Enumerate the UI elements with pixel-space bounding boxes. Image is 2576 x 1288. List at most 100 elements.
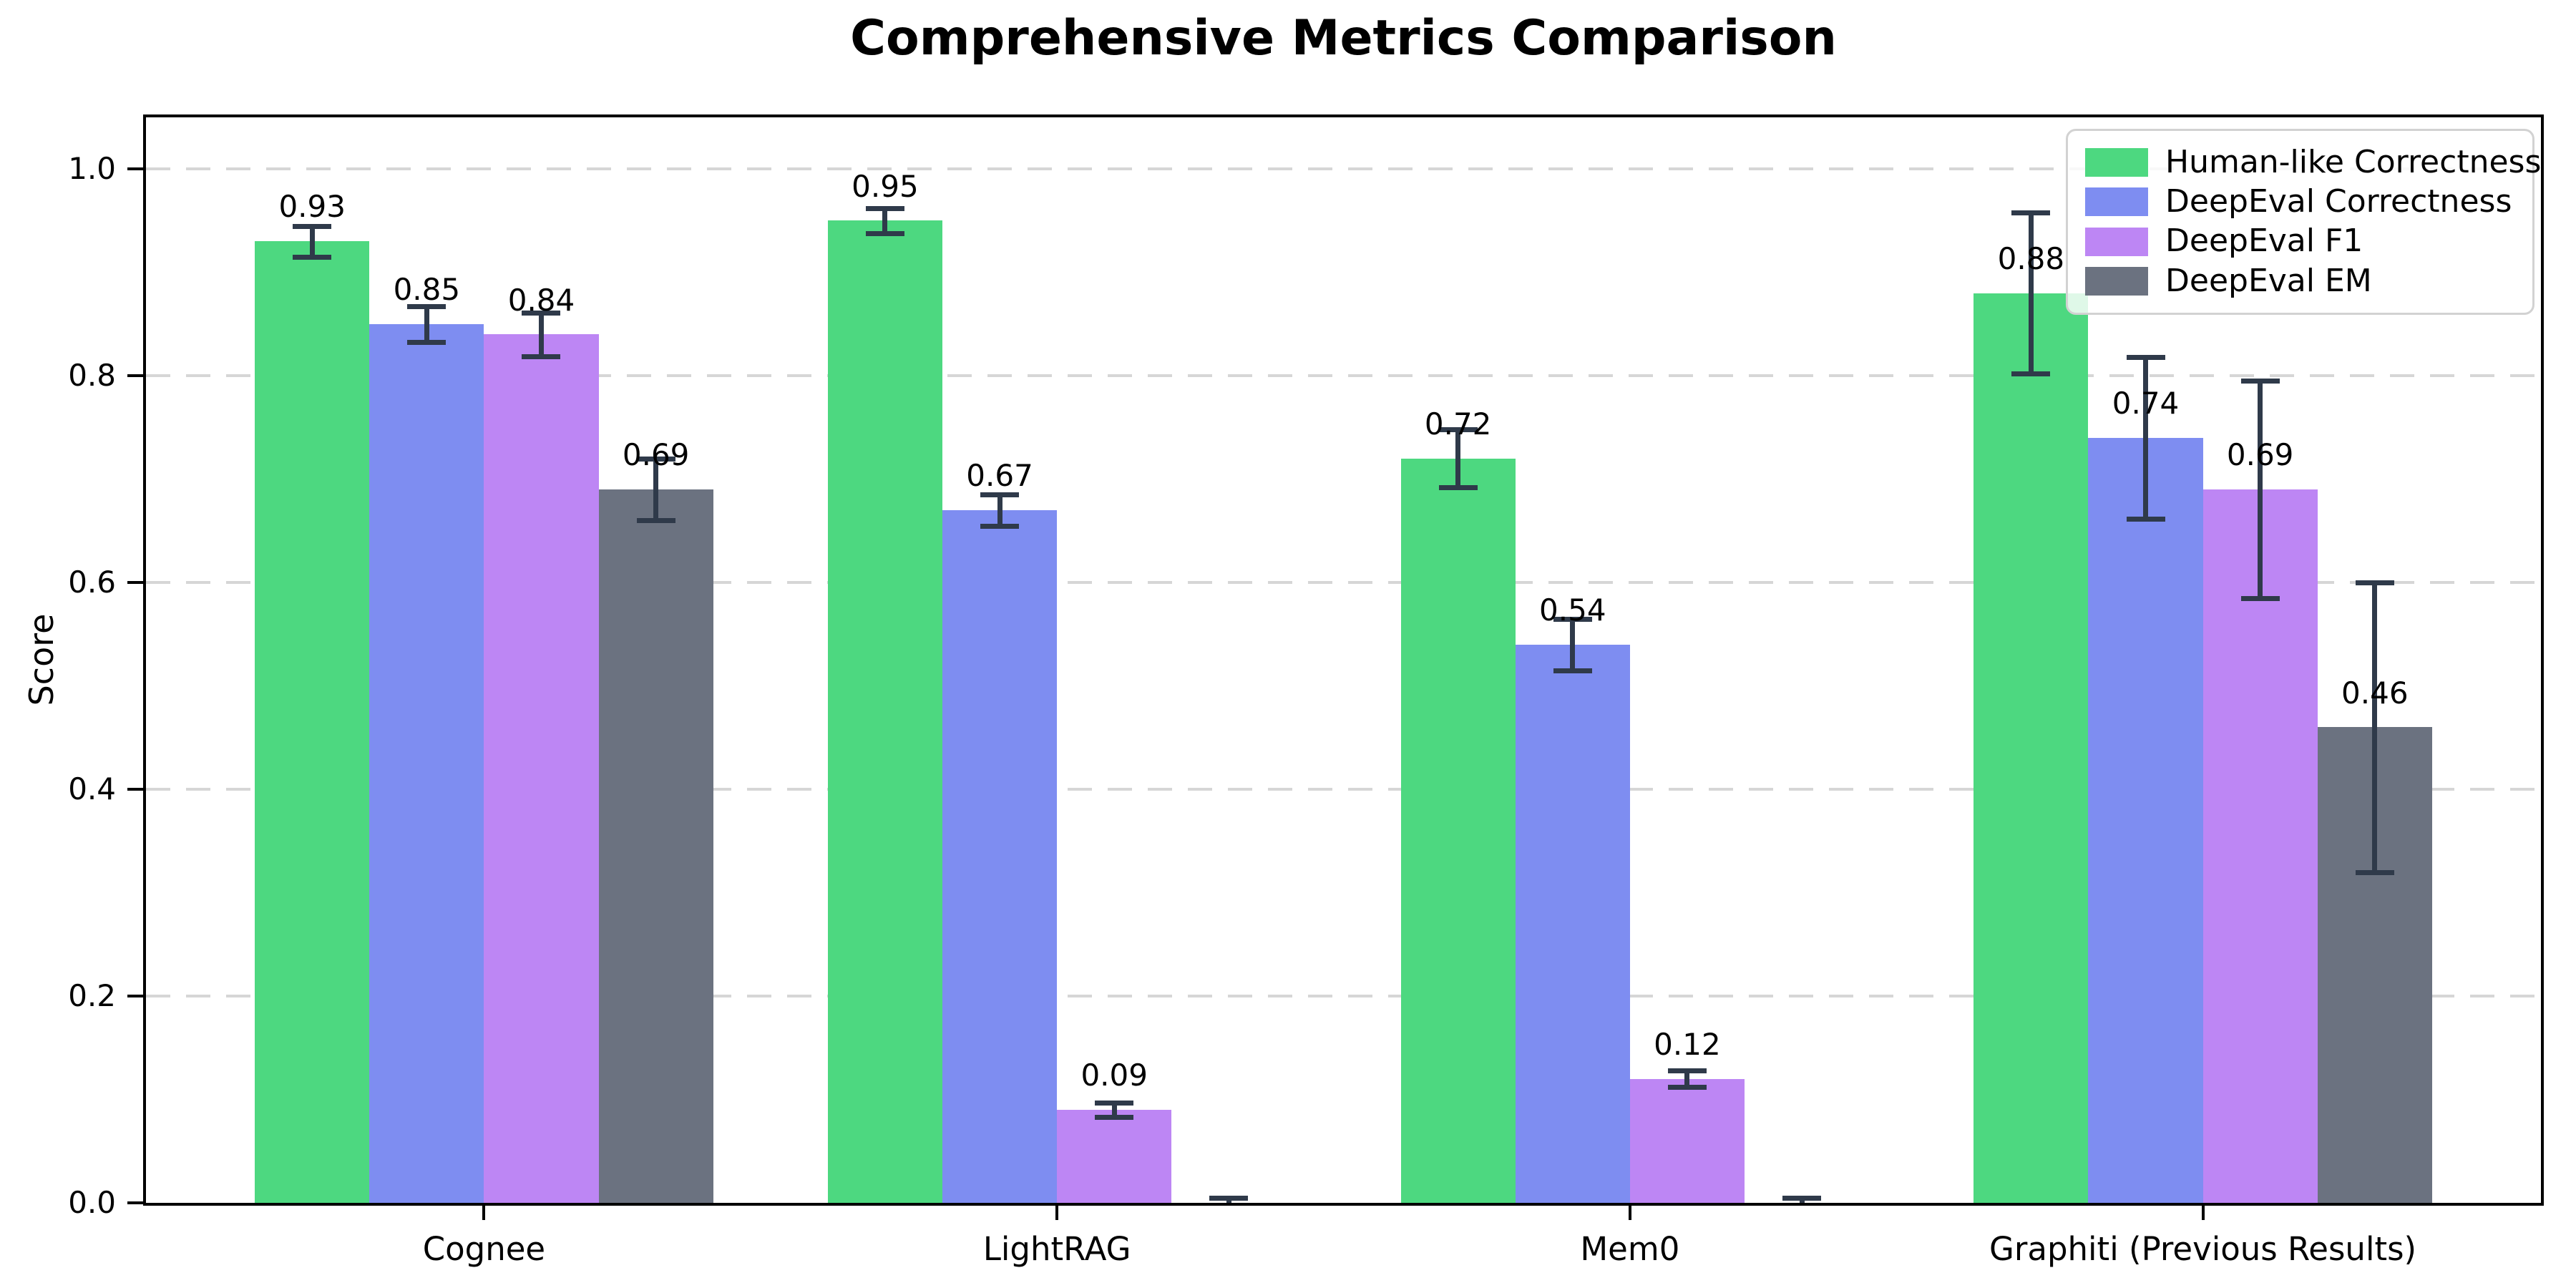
y-tick-mark [127,1201,143,1204]
y-axis-label: Score [22,613,61,706]
error-bar [309,225,315,258]
bar-value-label: 0.46 [2341,675,2409,711]
legend-swatch-deepeval-em [2085,266,2148,296]
x-tick-label: Cognee [422,1230,546,1268]
error-bar-cap [293,255,332,260]
error-bar-cap [2355,580,2394,586]
legend-label: DeepEval F1 [2165,223,2363,260]
bar-value-label: 0.74 [2112,385,2180,421]
bar-value-label: 0.54 [1539,592,1606,628]
x-tick-mark [2201,1206,2205,1220]
error-bar [2143,357,2148,519]
y-tick-mark [127,374,143,378]
error-bar-cap [980,523,1020,529]
chart-title: Comprehensive Metrics Comparison [850,10,1837,67]
error-bar-cap [2126,516,2165,522]
legend-label: DeepEval EM [2165,262,2372,299]
bar-value-label: 0.84 [507,282,575,318]
legend-swatch-deepeval-f1 [2085,227,2148,256]
bar-value-label: 0.95 [852,168,919,204]
error-bar-cap [1667,1068,1707,1074]
legend-label: DeepEval Correctness [2165,183,2512,220]
x-tick-mark [482,1206,486,1220]
bar [1515,644,1630,1203]
error-bar-cap [980,492,1020,498]
y-tick-mark [127,995,143,998]
error-bar [882,208,888,233]
error-bar-cap [522,353,561,359]
error-bar-cap [1209,1195,1249,1201]
bar [1629,1078,1745,1203]
bar [2088,437,2203,1203]
error-bar [1111,1102,1117,1118]
gridline [146,788,2541,791]
error-bar-cap [2011,210,2051,215]
y-tick-label: 0.2 [68,978,116,1014]
bar [2202,489,2318,1203]
y-tick-mark [127,581,143,585]
bar-value-label: 0.72 [1424,406,1492,441]
error-bar-cap [1095,1100,1134,1106]
legend-item: DeepEval F1 [2085,224,2515,258]
bar-value-label: 0.12 [1654,1026,1721,1062]
error-bar [2028,212,2034,374]
bar-value-label: 0.69 [2226,437,2294,473]
error-bar [1570,618,1576,670]
legend-item: Human-like Correctness [2085,145,2541,180]
error-bar-cap [407,304,447,310]
bar-value-label: 0.88 [1997,240,2065,276]
error-bar [653,458,659,521]
gridline [146,167,2541,171]
legend-label: Human-like Correctness [2165,144,2542,180]
bar-value-label: 0.09 [1080,1058,1148,1093]
error-bar-cap [1553,616,1592,622]
error-bar-cap [1782,1195,1822,1201]
error-bar-cap [2011,371,2051,377]
error-bar [538,313,544,356]
y-tick-mark [127,167,143,171]
gridline [146,581,2541,585]
error-bar-cap [1553,668,1592,673]
error-bar-cap [2240,595,2280,601]
bar [598,489,713,1203]
bar [369,323,484,1203]
error-bar-cap [865,230,904,236]
error-bar-cap [865,206,904,212]
error-bar-cap [1438,427,1478,433]
gridline [146,374,2541,378]
x-tick-mark [1628,1206,1631,1220]
error-bar [2372,582,2378,872]
bar [1974,293,2089,1203]
error-bar [1684,1070,1690,1088]
error-bar-cap [1667,1085,1707,1091]
legend-swatch-deepeval-correctness [2085,187,2148,217]
x-tick-label: Mem0 [1580,1230,1680,1268]
bar [827,220,942,1203]
y-tick-mark [127,788,143,791]
bar [942,510,1058,1203]
legend-swatch-human-like-correctness [2085,148,2148,177]
error-bar-cap [2126,355,2165,361]
x-tick-label: LightRAG [982,1230,1131,1268]
error-bar-cap [407,339,447,345]
bar [484,334,599,1203]
bar-value-label: 0.93 [278,189,346,225]
error-bar [1455,429,1461,488]
bar-value-label: 0.85 [393,272,461,308]
y-tick-label: 0.6 [68,565,116,600]
y-tick-label: 0.4 [68,771,116,807]
error-bar [997,494,1002,526]
y-tick-label: 0.8 [68,358,116,394]
gridline [146,995,2541,998]
bar [255,241,370,1203]
bar-value-label: 0.69 [622,437,690,473]
error-bar-cap [293,223,332,229]
bar [1400,458,1516,1203]
error-bar-cap [1095,1115,1134,1121]
legend-item: DeepEval Correctness [2085,183,2515,220]
error-bar-cap [522,311,561,316]
y-tick-label: 1.0 [68,151,116,187]
error-bar-cap [2355,869,2394,875]
bar-value-label: 0.67 [966,458,1033,494]
